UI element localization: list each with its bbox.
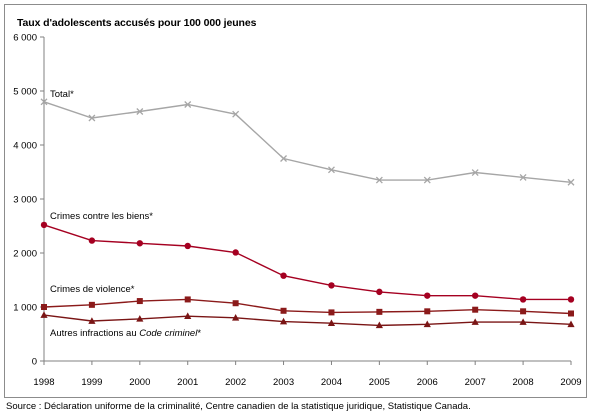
x-tick-label: 2001 (177, 377, 198, 388)
data-point (376, 308, 383, 315)
series-line (43, 314, 572, 327)
data-point (568, 310, 574, 317)
data-point (280, 272, 287, 279)
data-point (136, 240, 144, 247)
y-tick-label: 0 (32, 357, 37, 368)
series-label-autres-prefix: Autres infractions au (50, 328, 139, 339)
data-point (567, 178, 575, 186)
data-point (41, 304, 47, 310)
data-point (423, 176, 431, 184)
chart-title: Taux d'adolescents accusés pour 100 000 … (17, 17, 257, 29)
data-point (375, 321, 383, 329)
data-point (184, 312, 192, 319)
data-point (328, 309, 335, 316)
data-point (423, 320, 431, 328)
y-tick-label: 6 000 (13, 33, 37, 44)
x-tick-label: 2007 (465, 377, 486, 388)
y-tick-label: 5 000 (13, 87, 37, 98)
x-tick-label: 2009 (560, 377, 581, 388)
x-tick-label: 2003 (273, 377, 294, 388)
series-3 (40, 311, 575, 329)
data-point (232, 300, 239, 307)
data-point (88, 114, 96, 122)
data-point (471, 169, 479, 176)
x-tick-label: 2000 (129, 377, 150, 388)
series-label-crimes-violence: Crimes de violence* (50, 284, 135, 295)
source-note: Source : Déclaration uniforme de la crim… (6, 401, 471, 412)
data-point (519, 296, 527, 303)
data-point (376, 288, 383, 296)
data-point (136, 298, 143, 305)
line-chart: 0 1 000 2 000 3 000 4 000 5 000 6 000 1998 1999 2… (13, 33, 581, 389)
data-point (280, 307, 287, 314)
data-point (567, 320, 575, 328)
y-tick-label: 3 000 (13, 195, 37, 206)
series-line (43, 101, 572, 183)
series-layer (40, 98, 575, 329)
y-tick-label: 2 000 (13, 249, 37, 260)
data-point (136, 108, 144, 115)
series-label-autres-suffix: * (197, 328, 201, 339)
series-label-crimes-biens: Crimes contre les biens* (50, 211, 153, 222)
data-point (472, 306, 479, 313)
data-point (232, 110, 240, 118)
data-point (424, 292, 431, 299)
data-point (520, 308, 527, 315)
data-point (328, 282, 335, 289)
data-point (40, 98, 48, 106)
data-point (232, 314, 240, 321)
x-tick-label: 2006 (417, 377, 438, 388)
y-tick-label: 1 000 (13, 303, 37, 314)
labels-layer: Total* Crimes contre les biens* Crimes d… (50, 89, 201, 339)
series-1 (40, 221, 575, 303)
data-point (40, 221, 48, 229)
data-point (519, 173, 527, 181)
chart-frame: Taux d'adolescents accusés pour 100 000 … (4, 4, 587, 398)
series-line (43, 298, 572, 315)
data-point (279, 317, 288, 325)
chart-axes: 0 1 000 2 000 3 000 4 000 5 000 6 000 1998 1999 2… (13, 33, 581, 389)
series-label-total: Total* (50, 89, 74, 100)
data-point (88, 237, 96, 244)
data-point (567, 296, 575, 303)
series-label-autres-italic: Code criminel (139, 328, 198, 339)
data-point (471, 318, 479, 325)
series-line (43, 224, 571, 301)
series-2 (41, 296, 574, 317)
x-tick-label: 2002 (225, 377, 246, 388)
x-tick-label: 2008 (513, 377, 534, 388)
data-point (40, 311, 48, 318)
x-tick-label: 1998 (33, 377, 54, 388)
data-point (184, 242, 191, 250)
data-point (232, 249, 239, 256)
data-point (280, 155, 288, 162)
series-label-autres-infractions: Autres infractions au Code criminel* (50, 328, 201, 339)
series-0 (40, 98, 575, 186)
y-tick-label: 4 000 (13, 141, 37, 152)
data-point (375, 176, 383, 184)
data-point (184, 101, 192, 108)
data-point (327, 319, 336, 326)
data-point (136, 315, 144, 322)
data-point (184, 296, 191, 303)
data-point (88, 317, 96, 324)
x-tick-label: 1999 (81, 377, 102, 388)
data-point (88, 301, 95, 308)
data-point (471, 292, 479, 299)
data-point (424, 308, 431, 315)
x-tick-label: 2004 (321, 377, 342, 388)
x-tick-label: 2005 (369, 377, 390, 388)
data-point (519, 318, 527, 325)
data-point (327, 166, 335, 174)
